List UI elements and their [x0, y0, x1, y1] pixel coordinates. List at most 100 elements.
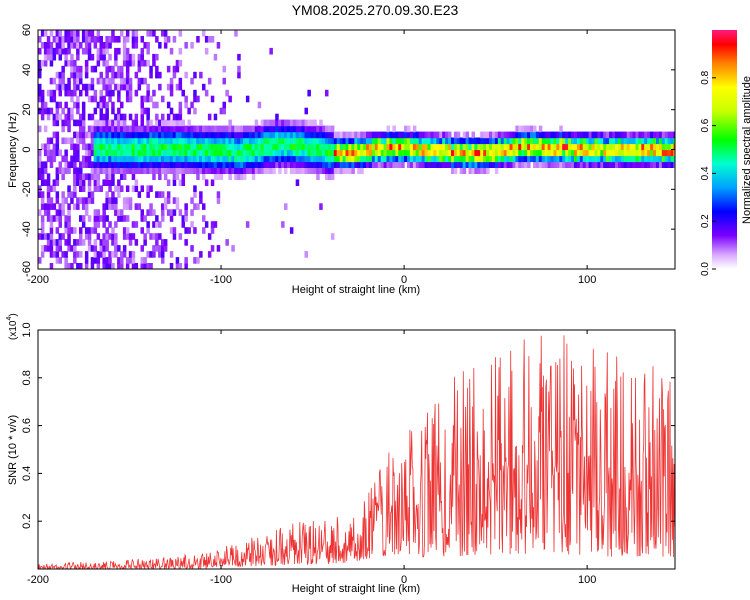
spectrogram-cell — [163, 36, 168, 43]
spectrogram-cell — [143, 42, 147, 49]
spectrogram-cell — [134, 149, 139, 157]
spectrogram-cell — [108, 197, 112, 204]
spectrogram-cell — [635, 155, 639, 163]
spectrogram-cell — [327, 137, 332, 145]
spectrogram-cell — [122, 215, 127, 222]
spectrogram-cell — [307, 155, 311, 163]
spectrogram-cell — [137, 53, 142, 61]
spectrogram-cell — [275, 149, 279, 157]
spectrogram-cell — [222, 125, 226, 133]
spectrogram-cell — [512, 137, 516, 145]
spectrogram-cell — [231, 155, 235, 163]
spectrogram-cell — [266, 137, 270, 145]
spectrogram-cell — [228, 131, 232, 139]
spectrogram-cell — [260, 149, 265, 157]
spectrogram-cell — [117, 113, 121, 121]
spectrogram-cell — [207, 125, 212, 133]
spectrogram-cell — [336, 155, 341, 163]
spectrogram-cell — [336, 143, 341, 151]
spectrogram-cell — [67, 89, 71, 97]
spectrogram-cell — [354, 161, 358, 168]
spectrogram-cell — [606, 161, 610, 168]
spectrogram-cell — [93, 239, 98, 246]
spectrogram-cell — [494, 155, 499, 163]
spectrogram-cell — [512, 131, 516, 139]
spectrogram-cell — [108, 203, 112, 210]
spectrogram-cell — [178, 161, 183, 168]
spectrogram-cell — [96, 257, 101, 264]
spectrogram-cell — [360, 137, 364, 145]
spectrogram-cell — [43, 101, 48, 109]
spectrogram-cell — [199, 191, 203, 198]
spectrogram-cell — [140, 131, 144, 139]
spectrogram-cell — [377, 161, 382, 168]
spectrogram-cell — [664, 131, 669, 139]
spectrogram-cell — [248, 131, 253, 139]
spectrogram-cell — [81, 125, 86, 133]
spectrogram-cell — [448, 143, 452, 151]
spectrogram-cell — [234, 30, 238, 37]
spectrogram-cell — [524, 161, 528, 168]
spectrogram-cell — [169, 131, 174, 139]
spectrogram-cell — [629, 143, 634, 151]
spectrogram-cell — [105, 36, 109, 43]
spectrogram-cell — [427, 143, 431, 151]
spectrogram-cell — [67, 191, 71, 198]
spectrogram-cell — [70, 30, 74, 37]
spectrogram-cell — [653, 149, 657, 157]
spectrogram-cell — [243, 155, 247, 163]
spectrogram-cell — [298, 119, 303, 127]
spectrogram-cell — [571, 155, 575, 163]
spectrogram-cell — [292, 167, 297, 174]
spectrogram-cell — [477, 167, 481, 174]
spectrogram-cell — [140, 263, 144, 269]
spectrogram-cell — [571, 137, 575, 145]
spectrogram-cell — [172, 173, 177, 180]
spectrogram-cell — [105, 179, 109, 186]
spectrogram-cell — [108, 257, 112, 264]
spectrogram-cell — [295, 161, 300, 168]
spectrogram-cell — [46, 197, 51, 204]
spectrogram-cell — [190, 101, 194, 109]
spectrogram-cell — [163, 197, 168, 204]
spectrogram-cell — [90, 83, 95, 91]
spectrogram-cell — [161, 239, 165, 246]
snr-series-line — [38, 335, 675, 569]
spectrogram-cell — [360, 167, 364, 174]
spectrogram-cell — [163, 131, 168, 139]
spectrogram-cell — [395, 143, 399, 151]
spectrogram-cell — [87, 113, 92, 121]
spectrogram-cell — [576, 161, 581, 168]
spectrogram-cell — [187, 155, 191, 163]
spectrogram-cell — [653, 161, 657, 168]
spectrogram-cell — [111, 203, 115, 210]
spectrogram-cell — [146, 47, 150, 55]
spectrogram-cell — [401, 137, 405, 145]
spectrogram-cell — [64, 30, 68, 37]
spectrogram-cell — [134, 89, 139, 97]
spectrogram-cell — [257, 131, 262, 139]
spectrogram-cell — [225, 155, 229, 163]
spectrogram-cell — [292, 119, 297, 127]
spectrogram-cell — [84, 149, 89, 157]
spectrogram-cell — [568, 131, 572, 139]
spectrogram-cell — [52, 239, 57, 246]
spectrogram-cell — [55, 30, 60, 37]
spectrogram-cell — [615, 131, 619, 139]
spectrogram-cell — [128, 83, 133, 91]
spectrogram-cell — [122, 149, 127, 157]
spectrogram-cell — [216, 125, 221, 133]
spectrogram-cell — [524, 155, 528, 163]
spectrogram-cell — [122, 131, 127, 139]
spectrogram-cell — [424, 131, 429, 139]
spectrogram-cell — [571, 143, 575, 151]
spectrogram-cell — [562, 149, 566, 157]
spectrogram-cell — [307, 137, 311, 145]
spectrogram-cell — [40, 221, 45, 228]
spectrogram-cell — [289, 155, 294, 163]
spectrogram-cell — [515, 125, 519, 133]
spectrogram-cell — [76, 203, 80, 210]
spectrogram-cell — [436, 137, 440, 145]
spectrogram-cell — [626, 137, 631, 145]
